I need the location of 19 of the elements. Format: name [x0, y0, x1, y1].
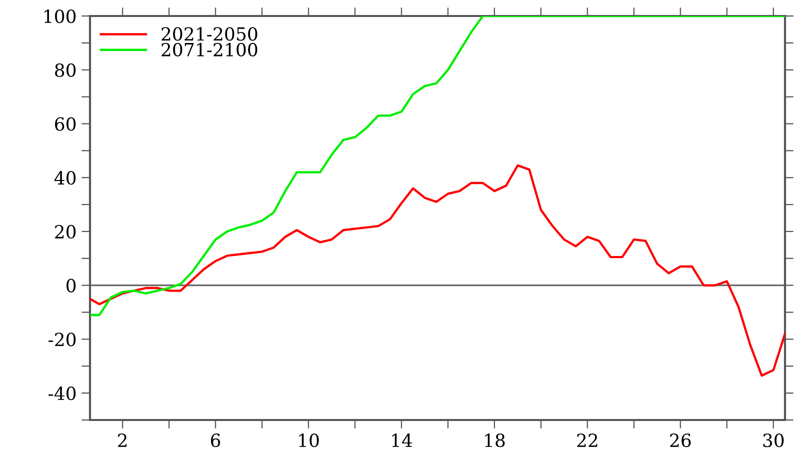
line-series — [90, 164, 785, 377]
y-tick-label: -20 — [48, 332, 76, 346]
legend-label: 2071-2100 — [162, 42, 258, 56]
x-tick-label: 30 — [763, 434, 784, 448]
legend-label: 2021-2050 — [162, 27, 258, 41]
y-tick-label: 0 — [66, 278, 76, 292]
y-tick-label: 100 — [44, 9, 76, 24]
x-tick-label: 10 — [299, 434, 319, 448]
y-tick-label: 40 — [54, 171, 76, 185]
y-tick-label: 20 — [55, 224, 76, 239]
y-tick-label: 80 — [55, 63, 76, 77]
y-tick-label: -40 — [48, 386, 76, 400]
x-tick-label: 22 — [577, 434, 598, 447]
x-tick-label: 14 — [392, 434, 412, 447]
x-tick-label: 18 — [485, 434, 505, 448]
x-tick-label: 2 — [118, 434, 127, 447]
x-tick-label: 6 — [210, 434, 220, 448]
y-tick-label: 60 — [55, 117, 76, 131]
x-tick-label: 26 — [670, 434, 691, 448]
